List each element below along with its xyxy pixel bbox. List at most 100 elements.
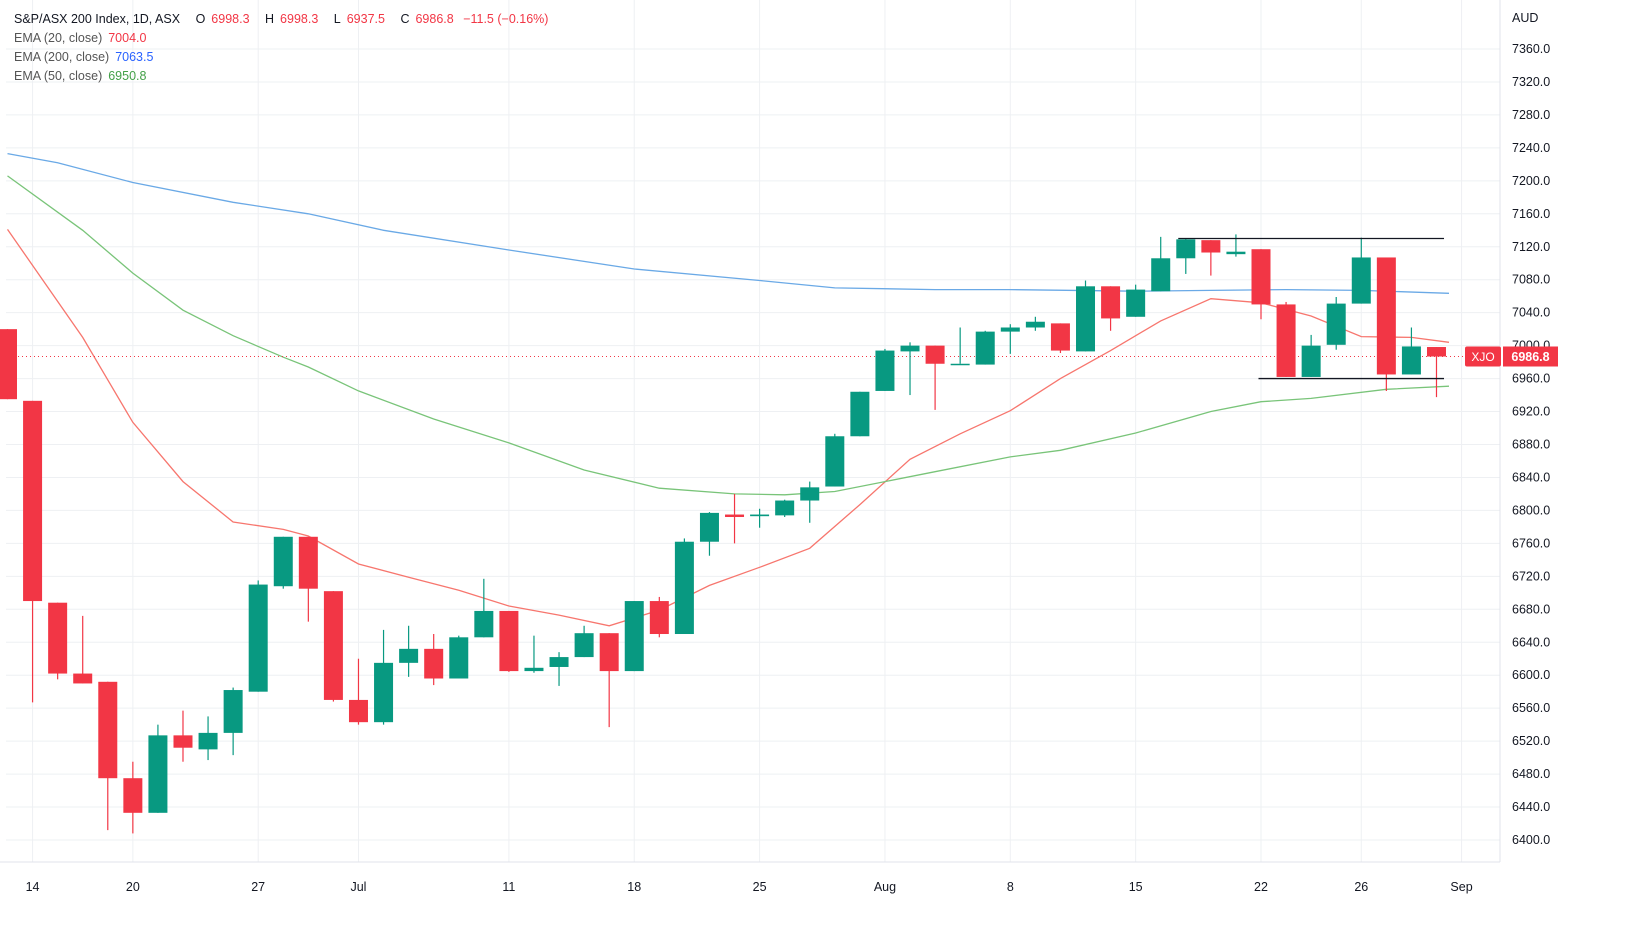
price-tick-label: 7280.0 [1512, 108, 1550, 122]
candle-body[interactable] [925, 345, 945, 364]
last-price-badge [1503, 346, 1558, 367]
legend-ema20-row[interactable]: EMA (20, close) 7004.0 [14, 29, 548, 48]
candle-body[interactable] [123, 778, 143, 813]
candle-body[interactable] [1251, 249, 1271, 305]
price-tick-label: 7160.0 [1512, 207, 1550, 221]
candle-body[interactable] [173, 735, 193, 748]
candle-body[interactable] [474, 610, 494, 638]
candle-body[interactable] [699, 512, 719, 542]
candle-body[interactable] [73, 673, 93, 684]
candle-body[interactable] [800, 487, 820, 501]
candle-body[interactable] [449, 637, 469, 679]
time-tick-label: 14 [26, 880, 40, 894]
candle-body[interactable] [499, 610, 519, 672]
candle-body[interactable] [1276, 304, 1296, 377]
candle-body[interactable] [1176, 239, 1196, 259]
change-value: −11.5 (−0.16%) [463, 12, 549, 26]
time-tick-label: Jul [350, 880, 366, 894]
price-tick-label: 6520.0 [1512, 734, 1550, 748]
candle-body[interactable] [599, 633, 619, 672]
candle-body[interactable] [323, 591, 343, 700]
ema50-label: EMA (50, close) [14, 69, 103, 83]
candle-body[interactable] [900, 345, 920, 352]
candle-body[interactable] [1101, 286, 1121, 319]
candle-body[interactable] [348, 699, 368, 723]
candle-body[interactable] [1000, 327, 1020, 332]
candle-body[interactable] [1401, 346, 1421, 375]
candle-body[interactable] [975, 331, 995, 365]
time-tick-label: Aug [874, 880, 896, 894]
time-tick-label: 27 [251, 880, 265, 894]
price-tick-label: 7320.0 [1512, 75, 1550, 89]
low-value: 6937.5 [346, 12, 385, 26]
candle-body[interactable] [1301, 345, 1321, 377]
candle-body[interactable] [950, 363, 970, 366]
candle-body[interactable] [1326, 303, 1346, 345]
candle-body[interactable] [775, 500, 795, 516]
symbol-badge [1465, 346, 1501, 367]
candle-body[interactable] [1226, 251, 1246, 255]
price-tick-label: 7360.0 [1512, 42, 1550, 56]
price-tick-label: 6680.0 [1512, 602, 1550, 616]
candle-body[interactable] [0, 329, 17, 400]
ema200-value: 7063.5 [115, 50, 154, 64]
ema20-value: 7004.0 [108, 31, 147, 45]
candle-body[interactable] [298, 536, 318, 589]
symbol-badge-label: XJO [1471, 350, 1494, 364]
price-tick-label: 7040.0 [1512, 306, 1550, 320]
candle-body[interactable] [424, 648, 444, 679]
candle-body[interactable] [23, 400, 43, 602]
candle-body[interactable] [1151, 258, 1171, 292]
candle-body[interactable] [1126, 289, 1146, 317]
candle-body[interactable] [1076, 286, 1096, 352]
candle-body[interactable] [549, 657, 569, 667]
candle-body[interactable] [48, 602, 68, 674]
candle-body[interactable] [374, 662, 394, 723]
candle-body[interactable] [574, 633, 594, 658]
ema-line-ema-200-close- [7, 152, 1450, 294]
close-value: 6986.8 [415, 12, 454, 26]
price-tick-label: 7080.0 [1512, 273, 1550, 287]
time-tick-label: 20 [126, 880, 140, 894]
candle-body[interactable] [148, 735, 168, 813]
open-label: O [195, 12, 206, 26]
candle-body[interactable] [1351, 257, 1371, 304]
price-tick-label: 6840.0 [1512, 470, 1550, 484]
price-tick-label: 6920.0 [1512, 405, 1550, 419]
candle-body[interactable] [248, 584, 268, 692]
currency-label: AUD [1512, 11, 1538, 25]
candle-body[interactable] [1201, 240, 1221, 253]
legend-ema50-row[interactable]: EMA (50, close) 6950.8 [14, 67, 548, 86]
open-value: 6998.3 [211, 12, 250, 26]
candle-body[interactable] [725, 514, 745, 518]
high-value: 6998.3 [280, 12, 319, 26]
candle-body[interactable] [1050, 323, 1070, 351]
candle-body[interactable] [649, 601, 669, 635]
candle-body[interactable] [1426, 347, 1446, 357]
candle-body[interactable] [198, 732, 218, 750]
candle-body[interactable] [875, 350, 895, 391]
candle-body[interactable] [750, 514, 770, 517]
candle-body[interactable] [98, 681, 118, 779]
candle-body[interactable] [1376, 257, 1396, 375]
candle-body[interactable] [223, 690, 243, 733]
price-tick-label: 6800.0 [1512, 503, 1550, 517]
candle-body[interactable] [524, 667, 544, 672]
price-tick-label: 7240.0 [1512, 141, 1550, 155]
price-tick-label: 6960.0 [1512, 372, 1550, 386]
candle-body[interactable] [674, 541, 694, 635]
price-tick-label: 6560.0 [1512, 701, 1550, 715]
symbol-title[interactable]: S&P/ASX 200 Index, 1D, ASX [14, 12, 181, 26]
legend-ema200-row[interactable]: EMA (200, close) 7063.5 [14, 48, 548, 67]
candle-body[interactable] [850, 391, 870, 437]
candle-body[interactable] [399, 648, 419, 663]
candle-body[interactable] [624, 601, 644, 672]
price-tick-label: 6400.0 [1512, 833, 1550, 847]
price-tick-label: 6640.0 [1512, 635, 1550, 649]
candle-body[interactable] [1025, 321, 1045, 328]
candle-body[interactable] [273, 536, 293, 587]
candle-body[interactable] [825, 436, 845, 487]
time-tick-label: 11 [502, 880, 515, 894]
